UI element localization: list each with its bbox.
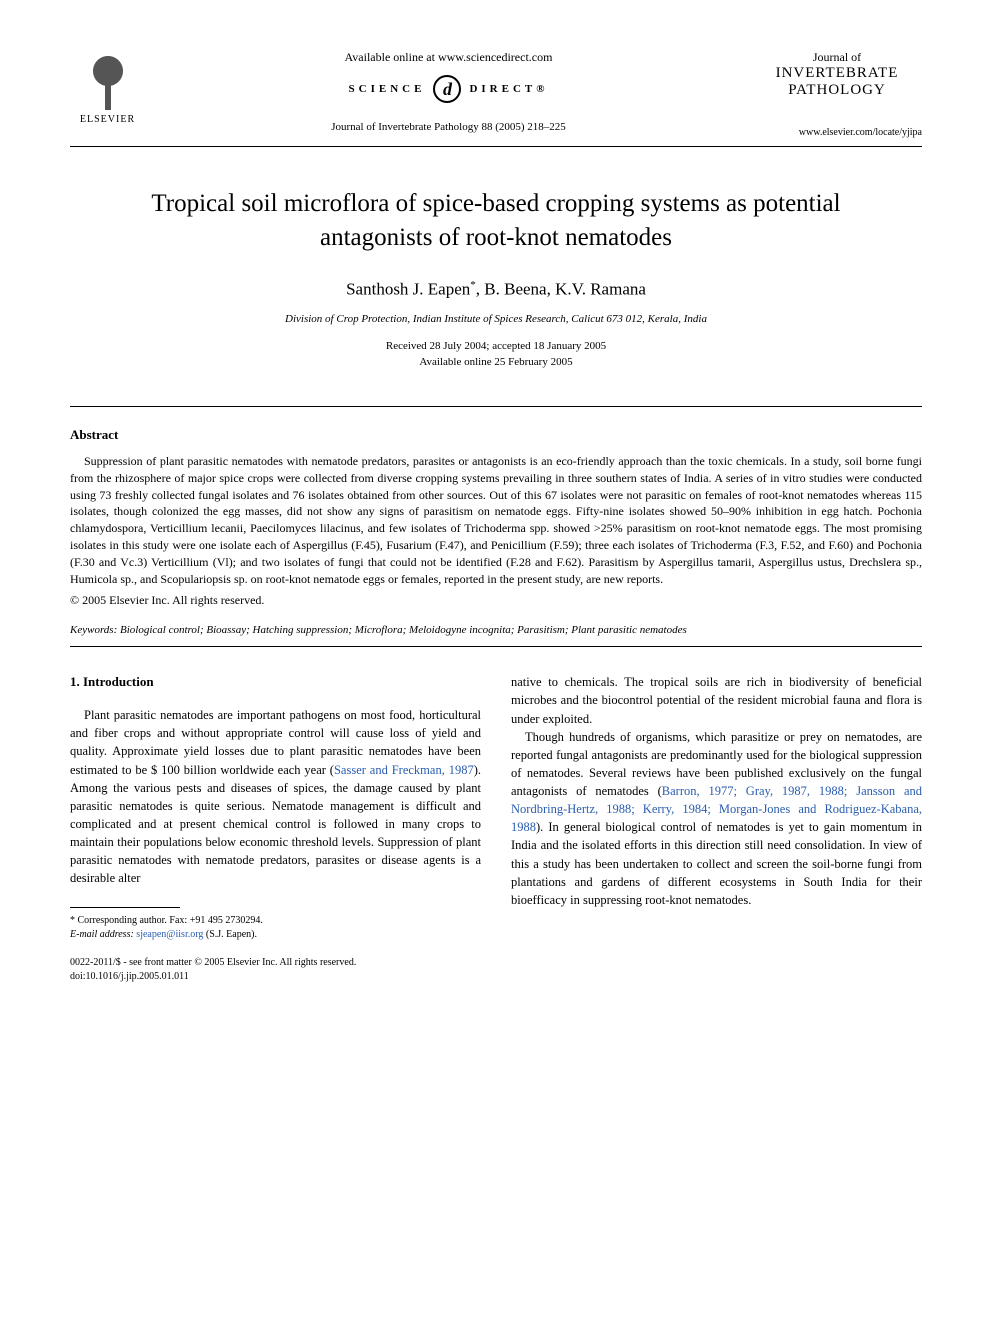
elsevier-tree-icon <box>78 50 138 110</box>
corresponding-footnote: * Corresponding author. Fax: +91 495 273… <box>70 914 481 928</box>
publisher-name: ELSEVIER <box>80 114 135 125</box>
authors-rest: , B. Beena, K.V. Ramana <box>476 279 646 298</box>
science-direct-logo: SCIENCE d DIRECT® <box>165 75 732 103</box>
journal-of-label: Journal of <box>752 50 922 65</box>
received-date: Received 28 July 2004; accepted 18 Janua… <box>70 339 922 354</box>
journal-name-line2: PATHOLOGY <box>752 82 922 99</box>
intro-p2-post: ). In general biological control of nema… <box>511 820 922 907</box>
intro-para-2: Though hundreds of organisms, which para… <box>511 728 922 909</box>
affiliation: Division of Crop Protection, Indian Inst… <box>70 313 922 325</box>
sd-text-right: DIRECT® <box>469 83 548 95</box>
abstract-heading: Abstract <box>70 427 922 443</box>
intro-para-1: Plant parasitic nematodes are important … <box>70 706 481 887</box>
email-suffix: (S.J. Eapen). <box>203 929 257 940</box>
keywords-text: Biological control; Bioassay; Hatching s… <box>117 624 687 636</box>
author-1: Santhosh J. Eapen <box>346 279 470 298</box>
keywords: Keywords: Biological control; Bioassay; … <box>70 624 922 636</box>
body-columns: 1. Introduction Plant parasitic nematode… <box>70 673 922 983</box>
doi-section: 0022-2011/$ - see front matter © 2005 El… <box>70 956 481 983</box>
abstract-body: Suppression of plant parasitic nematodes… <box>70 453 922 587</box>
issn-line: 0022-2011/$ - see front matter © 2005 El… <box>70 956 481 970</box>
article-title: Tropical soil microflora of spice-based … <box>70 187 922 255</box>
column-left: 1. Introduction Plant parasitic nematode… <box>70 673 481 983</box>
intro-heading: 1. Introduction <box>70 673 481 692</box>
authors: Santhosh J. Eapen*, B. Beena, K.V. Raman… <box>70 279 922 300</box>
abstract-top-divider <box>70 406 922 407</box>
keywords-label: Keywords: <box>70 624 117 636</box>
footnote-divider <box>70 907 180 908</box>
ref-sasser-freckman[interactable]: Sasser and Freckman, 1987 <box>334 763 474 777</box>
journal-url[interactable]: www.elsevier.com/locate/yjipa <box>752 127 922 138</box>
available-online-text: Available online at www.sciencedirect.co… <box>165 50 732 65</box>
journal-reference: Journal of Invertebrate Pathology 88 (20… <box>165 121 732 133</box>
copyright: © 2005 Elsevier Inc. All rights reserved… <box>70 593 922 608</box>
journal-title-box: Journal of INVERTEBRATE PATHOLOGY www.el… <box>752 50 922 138</box>
science-direct-icon: d <box>433 75 461 103</box>
column-right: native to chemicals. The tropical soils … <box>511 673 922 983</box>
keywords-divider <box>70 646 922 647</box>
center-header: Available online at www.sciencedirect.co… <box>145 50 752 133</box>
email-label: E-mail address: <box>70 929 134 940</box>
intro-p1-post: ). Among the various pests and diseases … <box>70 763 481 886</box>
available-date: Available online 25 February 2005 <box>70 355 922 370</box>
header-row: ELSEVIER Available online at www.science… <box>70 50 922 138</box>
article-dates: Received 28 July 2004; accepted 18 Janua… <box>70 339 922 370</box>
header-divider <box>70 146 922 147</box>
sd-text-left: SCIENCE <box>349 83 426 95</box>
email-footnote: E-mail address: sjeapen@iisr.org (S.J. E… <box>70 928 481 942</box>
email-link[interactable]: sjeapen@iisr.org <box>136 929 203 940</box>
elsevier-logo: ELSEVIER <box>70 50 145 135</box>
col2-continuation: native to chemicals. The tropical soils … <box>511 673 922 727</box>
doi-line: doi:10.1016/j.jip.2005.01.011 <box>70 970 481 984</box>
journal-name-line1: INVERTEBRATE <box>752 65 922 82</box>
